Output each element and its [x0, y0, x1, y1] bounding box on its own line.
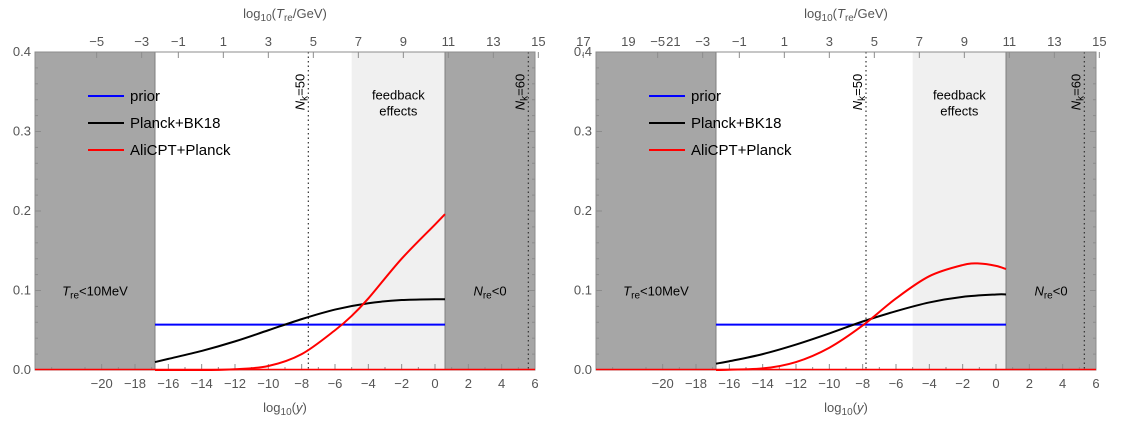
x-tick-label: −14: [191, 376, 213, 391]
x2-tick-label: −5: [650, 34, 665, 49]
x2-tick-label: 11: [442, 34, 456, 49]
x-tick-label: −18: [685, 376, 707, 391]
y-tick-label: 0.1: [13, 283, 31, 298]
x-tick-label: 4: [498, 376, 505, 391]
x-tick-label: 4: [1059, 376, 1066, 391]
nk-label-2: Nk=60: [512, 74, 530, 110]
x-axis-label: log10(y): [824, 400, 868, 418]
x2-tick-label: −3: [695, 34, 710, 49]
legend-label: AliCPT+Planck: [130, 142, 231, 159]
y-tick-label: 0.4: [13, 44, 31, 59]
x-tick-label: −6: [328, 376, 343, 391]
region-label-left: Tre<10MeV: [623, 284, 689, 302]
y-tick-label: 0.1: [574, 283, 592, 298]
series-line-planck-bk18: [154, 298, 446, 364]
x2-tick-label: 5: [310, 34, 317, 49]
nk-label-2: Nk=60: [1068, 74, 1086, 110]
x2-tick-label: 21: [666, 34, 680, 49]
y-tick-label: 0.2: [13, 203, 31, 218]
x2-tick-label: 17: [576, 34, 590, 49]
feedback-region: [351, 52, 445, 370]
x2-tick-label: 19: [621, 34, 635, 49]
excluded-region-left: [35, 52, 155, 370]
x-tick-label: −14: [752, 376, 774, 391]
x-tick-label: −4: [361, 376, 376, 391]
x-tick-label: −16: [718, 376, 740, 391]
x2-tick-label: 11: [1003, 34, 1017, 49]
x-tick-label: −2: [394, 376, 409, 391]
y-tick-label: 0.3: [13, 124, 31, 139]
x2-tick-label: 9: [961, 34, 968, 49]
y-tick-label: 0.3: [574, 124, 592, 139]
x2-tick-label: 13: [486, 34, 500, 49]
x-tick-label: −16: [157, 376, 179, 391]
legend-label: Planck+BK18: [130, 115, 220, 132]
x-tick-label: 6: [1092, 376, 1099, 391]
x2-tick-label: 13: [1047, 34, 1061, 49]
feedback-region: [912, 52, 1006, 370]
y-tick-label: 0.0: [574, 362, 592, 377]
x-tick-label: 2: [1026, 376, 1033, 391]
legend-label: AliCPT+Planck: [691, 142, 792, 159]
series-line-planck-bk18: [715, 293, 1007, 365]
feedback-label-line-2: effects: [379, 104, 418, 119]
y-tick-label: 0.0: [13, 362, 31, 377]
x-tick-label: 2: [465, 376, 472, 391]
x2-tick-label: 15: [531, 34, 545, 49]
region-label-right: Nre<0: [1034, 284, 1067, 302]
x-tick-label: −10: [818, 376, 840, 391]
excluded-region-left: [596, 52, 716, 370]
y-tick-label: 0.2: [574, 203, 592, 218]
x2-tick-label: 15: [1092, 34, 1106, 49]
x2-tick-label: −1: [732, 34, 747, 49]
x-tick-label: 6: [531, 376, 538, 391]
x-tick-label: −12: [785, 376, 807, 391]
x-tick-label: −4: [922, 376, 937, 391]
x-tick-label: −2: [955, 376, 970, 391]
x2-tick-label: 7: [916, 34, 923, 49]
x2-axis-label: log10(Tre/GeV): [804, 6, 888, 24]
nk-label-1: Nk=50: [850, 74, 868, 110]
region-label-left: Tre<10MeV: [62, 284, 128, 302]
series-line-alicpt-planck: [715, 262, 1007, 371]
y-tick-label: 0.4: [574, 44, 592, 59]
legend-label: prior: [130, 88, 160, 105]
feedback-label-line-2: effects: [940, 104, 979, 119]
legend-label: prior: [691, 88, 721, 105]
x-tick-label: −20: [652, 376, 674, 391]
x2-tick-label: −3: [134, 34, 149, 49]
x-tick-label: −8: [294, 376, 309, 391]
x2-tick-label: −5: [89, 34, 104, 49]
x2-tick-label: 9: [400, 34, 407, 49]
x2-axis-label: log10(Tre/GeV): [243, 6, 327, 24]
x-tick-label: −10: [257, 376, 279, 391]
x-axis-label: log10(y): [263, 400, 307, 418]
x2-tick-label: 3: [826, 34, 833, 49]
nk-label-1: Nk=50: [292, 74, 310, 110]
x-tick-label: −18: [124, 376, 146, 391]
x2-tick-label: 1: [220, 34, 227, 49]
x-tick-label: −8: [855, 376, 870, 391]
feedback-label-line-1: feedback: [933, 88, 986, 103]
x-tick-label: 0: [992, 376, 999, 391]
x2-tick-label: 3: [265, 34, 272, 49]
x2-tick-label: 1: [781, 34, 788, 49]
x-tick-label: −20: [91, 376, 113, 391]
x-tick-label: 0: [431, 376, 438, 391]
x2-tick-label: 7: [355, 34, 362, 49]
region-label-right: Nre<0: [473, 284, 506, 302]
x2-tick-label: −1: [171, 34, 186, 49]
legend-label: Planck+BK18: [691, 115, 781, 132]
x-tick-label: −6: [889, 376, 904, 391]
excluded-region-right: [1006, 52, 1096, 370]
x2-tick-label: 5: [871, 34, 878, 49]
excluded-region-right: [445, 52, 535, 370]
feedback-label-line-1: feedback: [372, 88, 425, 103]
x-tick-label: −12: [224, 376, 246, 391]
